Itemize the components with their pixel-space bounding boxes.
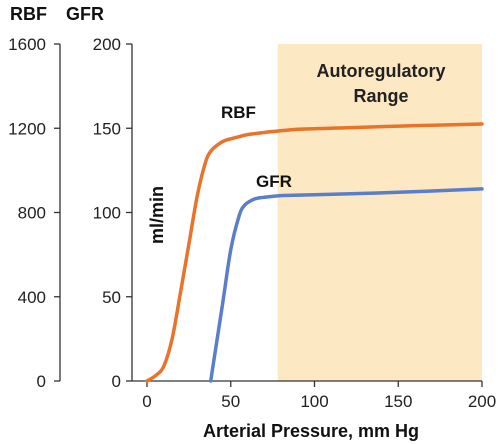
x-tick-label: 0 [142,392,151,411]
gfr-tick-label: 150 [93,119,121,138]
gfr-tick-label: 200 [93,35,121,54]
rbf-tick-label: 1600 [8,35,46,54]
x-tick-label: 50 [221,392,240,411]
gfr-tick-label: 50 [102,288,121,307]
region-label-line-2: Range [353,86,408,106]
rbf-tick-label: 800 [18,204,46,223]
rbf-curve [145,122,484,383]
x-tick-label: 150 [384,392,412,411]
rbf-axis-title: RBF [10,4,47,24]
x-tick-label: 200 [468,392,496,411]
y-axis-label: ml/min [147,186,167,244]
rbf-tick-label: 400 [18,288,46,307]
x-axis-ticks: 0 50 100 150 200 [142,381,496,411]
rbf-tick-label: 1200 [8,119,46,138]
rbf-axis-ticks: 0 400 800 1200 1600 [8,35,60,391]
autoregulatory-range-band [277,44,482,381]
gfr-axis-title: GFR [66,4,104,24]
rbf-tick-label: 0 [37,372,46,391]
region-label-line-1: Autoregulatory [316,61,445,81]
gfr-tick-label: 0 [112,372,121,391]
rbf-series-label: RBF [221,103,256,122]
x-axis-label: Arterial Pressure, mm Hg [203,421,419,441]
gfr-series-label: GFR [256,172,292,191]
x-tick-label: 100 [300,392,328,411]
gfr-axis-ticks: 0 50 100 150 200 [93,35,132,391]
gfr-tick-label: 100 [93,204,121,223]
gfr-curve [208,187,484,383]
